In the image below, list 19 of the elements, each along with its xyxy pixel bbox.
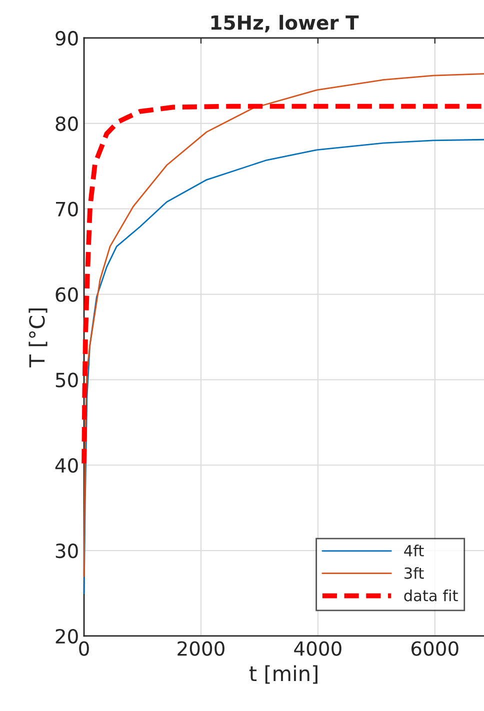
legend-label: 3ft (404, 567, 424, 579)
y-tick-label: 40 (55, 458, 78, 473)
legend-label: data fit (404, 590, 458, 602)
y-tick-label: 90 (56, 30, 78, 46)
y-tick-label: 20 (56, 628, 78, 644)
y-tick-label: 30 (56, 544, 78, 558)
y-axis-title: T [°C] (28, 308, 48, 368)
x-tick-label: 0 (79, 641, 89, 656)
y-tick-label: 50 (56, 372, 78, 388)
x-axis-title: t [min] (249, 665, 318, 684)
y-tick-label: 80 (56, 116, 78, 132)
line-series (83, 73, 484, 577)
y-tick-label: 60 (56, 287, 78, 302)
x-tick-label: 2000 (178, 641, 224, 656)
legend-label: 4ft (404, 544, 424, 556)
x-tick-label: 6000 (411, 641, 458, 656)
x-tick-label: 4000 (294, 641, 342, 656)
chart-title: 15Hz, lower T (211, 14, 359, 32)
y-tick-label: 70 (56, 202, 78, 216)
